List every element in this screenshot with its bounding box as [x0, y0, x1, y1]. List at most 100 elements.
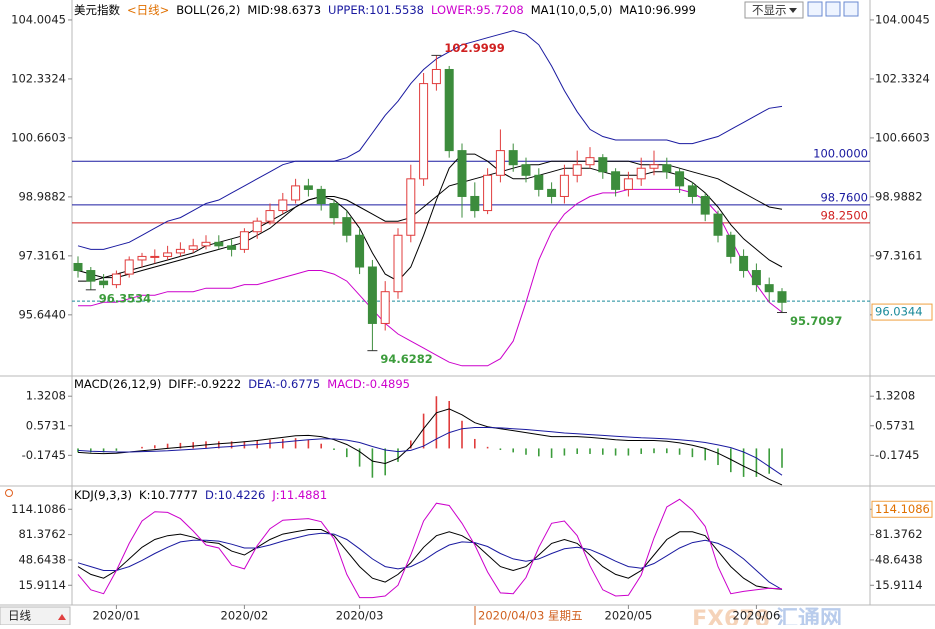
- candle-body: [777, 291, 787, 303]
- candle-body: [227, 245, 237, 250]
- timeframe-arrow[interactable]: [58, 614, 66, 620]
- last-price-box: [871, 303, 933, 321]
- indicator-line: [77, 498, 783, 599]
- y-tick-label: 102.3324: [875, 71, 930, 85]
- candle-body: [214, 241, 224, 247]
- indicator-line: [77, 427, 783, 476]
- y-tick-label: 15.9114: [875, 578, 923, 592]
- y-tick-label: 95.6440: [18, 307, 66, 321]
- y-tick-label: -0.1745: [22, 448, 66, 462]
- candle-body: [291, 185, 301, 201]
- candle-body: [150, 255, 160, 258]
- tool-button[interactable]: [825, 1, 841, 17]
- annotation: 96.3534: [99, 291, 151, 305]
- candle-body: [585, 157, 595, 166]
- candle-body: [419, 83, 429, 180]
- header-item: DIFF:-0.9222: [168, 377, 241, 391]
- candle-body: [201, 241, 211, 247]
- candle-body: [342, 217, 352, 236]
- y-tick-label: 100.6603: [875, 130, 930, 144]
- indicator-line: [77, 532, 783, 590]
- dropdown[interactable]: 不显示: [744, 1, 804, 19]
- candle-body: [73, 262, 83, 272]
- x-tick-label: 2020/03: [336, 609, 384, 623]
- header-item: 美元指数: [74, 3, 120, 17]
- candle-body: [739, 255, 749, 272]
- cursor-label: 2020/04/03 星期五: [478, 609, 582, 623]
- candle-body: [355, 234, 365, 268]
- candle-body: [329, 203, 339, 219]
- candle-body: [406, 178, 416, 236]
- indicator-line: [77, 30, 783, 250]
- header-item: K:10.7777: [139, 488, 198, 502]
- candle-body: [303, 185, 313, 190]
- tool-button[interactable]: [807, 1, 823, 17]
- candle-body: [534, 174, 544, 190]
- timeframe-label[interactable]: 日线: [8, 609, 31, 623]
- candle-body: [111, 273, 121, 286]
- y-tick-label: 0.5731: [26, 418, 66, 432]
- candle-body: [764, 284, 774, 293]
- candle-body: [470, 195, 480, 212]
- candle-body: [623, 178, 633, 190]
- watermark-brand: FX678: [692, 607, 770, 625]
- indicator-line: [77, 529, 783, 590]
- dropdown-label[interactable]: 不显示: [752, 3, 787, 17]
- y-tick-label: 104.0045: [875, 12, 930, 26]
- annotation: 94.6282: [380, 352, 432, 366]
- y-tick-label: 114.1086: [875, 502, 930, 516]
- x-tick-label: 2020/02: [221, 609, 269, 623]
- y-tick-label: 104.0045: [11, 12, 66, 26]
- candle-body: [265, 210, 275, 222]
- panel-header: KDJ(9,3,3) K:10.7777 D:10.4226 J:11.4881: [74, 488, 327, 502]
- dropdown-arrow[interactable]: [789, 8, 797, 13]
- candle-body: [508, 150, 518, 166]
- dropdown-box[interactable]: [744, 1, 804, 19]
- candle-body: [611, 171, 621, 190]
- candle-body: [559, 174, 569, 197]
- y-tick-label: 48.6438: [18, 552, 66, 566]
- x-tick-label: 2020/01: [93, 609, 141, 623]
- header-item: KDJ(9,3,3): [74, 488, 132, 502]
- indicator-line: [77, 408, 783, 486]
- candle-body: [457, 150, 467, 197]
- candle-body: [700, 195, 710, 215]
- candle-body: [137, 255, 147, 261]
- header-item: MACD(26,12,9): [74, 377, 161, 391]
- header-item: MA10:96.999: [619, 3, 696, 17]
- indicator-line: [78, 188, 783, 367]
- x-tick-label: 2020/05: [605, 609, 653, 623]
- candle-body: [124, 259, 134, 275]
- header-item: D:10.4226: [205, 488, 265, 502]
- timeframe-button[interactable]: 日线: [0, 606, 71, 626]
- y-tick-label: 98.9882: [18, 189, 66, 203]
- tool-button[interactable]: [843, 1, 859, 17]
- y-tick-label: 100.6603: [11, 130, 66, 144]
- candle-body: [662, 164, 672, 173]
- candle-body: [495, 150, 505, 176]
- annotation: 102.9999: [444, 41, 504, 55]
- candle-body: [751, 270, 761, 286]
- header-item: DEA:-0.6775: [248, 377, 320, 391]
- header-item: MACD:-0.4895: [327, 377, 410, 391]
- candle-body: [431, 68, 441, 85]
- candle-body: [252, 220, 262, 233]
- settings-icon[interactable]: [5, 489, 13, 497]
- candle-body: [572, 164, 582, 176]
- y-tick-label: 114.1086: [11, 502, 66, 516]
- header-item: MID:98.6373: [247, 3, 321, 17]
- y-tick-label: 1.3208: [875, 389, 915, 403]
- candle-body: [86, 270, 96, 282]
- candle-body: [380, 291, 390, 324]
- y-tick-label: 81.3762: [18, 527, 66, 541]
- candle-body: [483, 174, 493, 212]
- last-price-label: 96.0344: [875, 305, 923, 319]
- y-tick-label: 98.9882: [875, 189, 923, 203]
- candle-body: [713, 213, 723, 236]
- candle-body: [687, 185, 697, 197]
- candle-body: [547, 188, 557, 197]
- y-tick-label: 0.5731: [875, 418, 915, 432]
- header-item: BOLL(26,2): [176, 3, 240, 17]
- level-label: 100.0000: [813, 147, 868, 161]
